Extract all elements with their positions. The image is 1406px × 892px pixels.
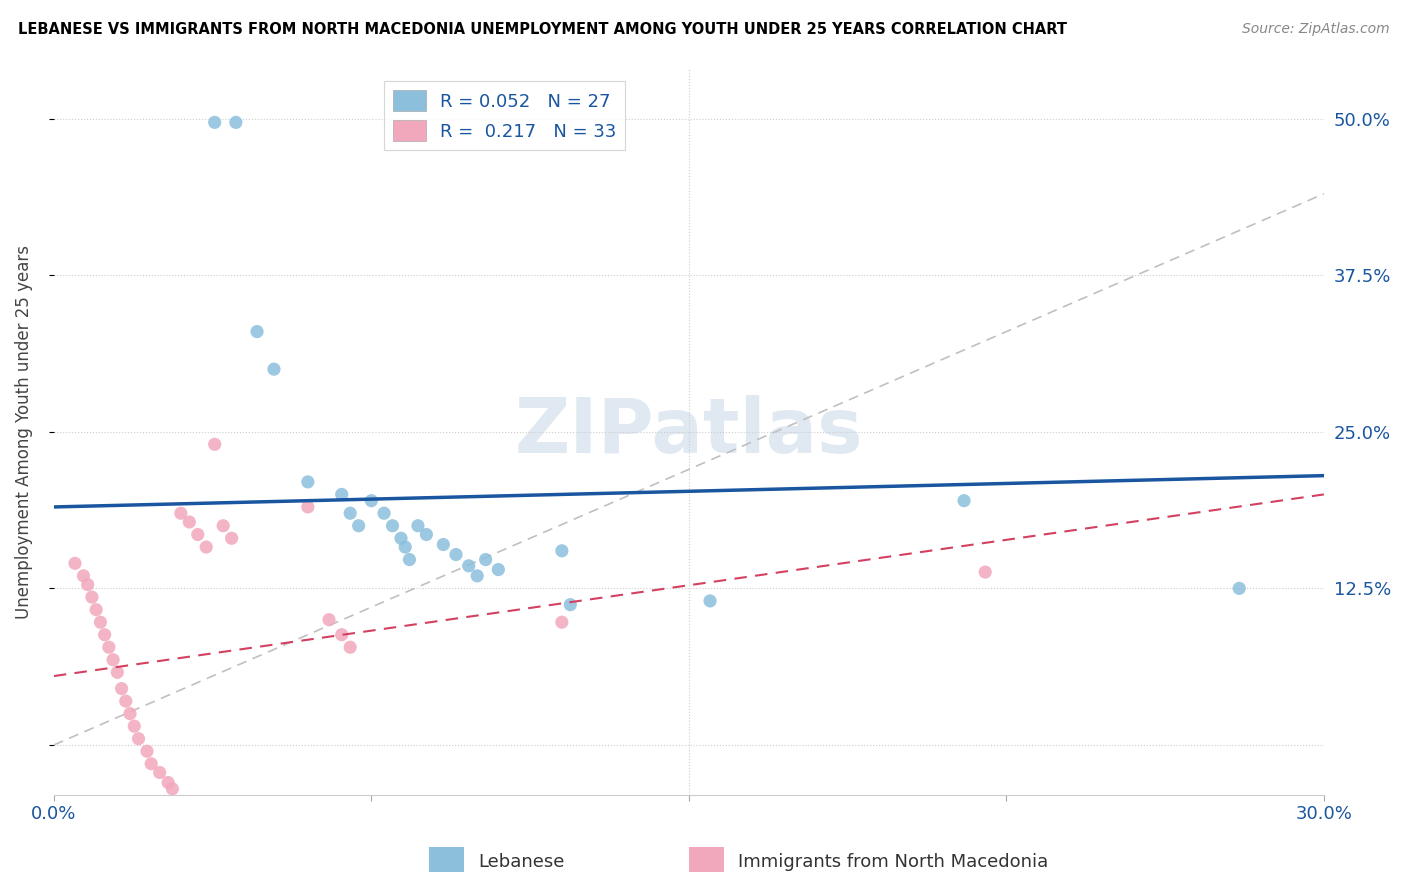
Point: [105, 665, 128, 680]
Point: [187, 527, 209, 541]
Point: [297, 500, 319, 514]
Point: [170, 506, 193, 520]
Point: [93, 628, 115, 642]
Point: [551, 615, 574, 630]
Point: [128, 731, 150, 746]
Point: [84, 602, 107, 616]
Point: [76, 577, 98, 591]
Point: [225, 115, 247, 129]
Point: [381, 518, 404, 533]
Text: Immigrants from North Macedonia: Immigrants from North Macedonia: [738, 853, 1049, 871]
Point: [318, 613, 340, 627]
Point: [486, 563, 509, 577]
Point: [465, 569, 488, 583]
Point: [89, 615, 111, 630]
Point: [551, 543, 574, 558]
Point: [221, 531, 243, 545]
Point: [212, 518, 235, 533]
Point: [457, 558, 479, 573]
Point: [394, 540, 416, 554]
Point: [474, 552, 496, 566]
Point: [330, 628, 353, 642]
Point: [114, 694, 136, 708]
Point: [72, 569, 94, 583]
Text: LEBANESE VS IMMIGRANTS FROM NORTH MACEDONIA UNEMPLOYMENT AMONG YOUTH UNDER 25 YE: LEBANESE VS IMMIGRANTS FROM NORTH MACEDO…: [18, 22, 1067, 37]
Point: [63, 557, 86, 571]
Text: ZIPatlas: ZIPatlas: [515, 395, 863, 469]
Point: [297, 475, 319, 489]
Point: [157, 775, 180, 789]
Text: Source: ZipAtlas.com: Source: ZipAtlas.com: [1241, 22, 1389, 37]
Point: [80, 590, 103, 604]
Point: [560, 598, 582, 612]
Point: [118, 706, 141, 721]
Point: [263, 362, 285, 376]
Point: [373, 506, 395, 520]
Point: [101, 653, 124, 667]
Point: [699, 594, 721, 608]
Point: [141, 756, 163, 771]
Point: [339, 506, 361, 520]
Point: [204, 437, 226, 451]
Point: [179, 515, 201, 529]
Point: [97, 640, 120, 655]
Point: [347, 518, 370, 533]
Point: [330, 487, 353, 501]
Point: [360, 493, 382, 508]
Point: [974, 565, 997, 579]
Point: [122, 719, 145, 733]
Point: [444, 548, 467, 562]
Point: [162, 781, 184, 796]
Point: [415, 527, 437, 541]
Text: Lebanese: Lebanese: [478, 853, 564, 871]
Point: [136, 744, 159, 758]
Point: [195, 540, 218, 554]
Point: [398, 552, 420, 566]
Point: [406, 518, 429, 533]
Point: [953, 493, 976, 508]
Point: [339, 640, 361, 655]
Point: [246, 325, 269, 339]
Y-axis label: Unemployment Among Youth under 25 years: Unemployment Among Youth under 25 years: [15, 244, 32, 619]
Point: [432, 537, 454, 551]
Point: [204, 115, 226, 129]
Point: [110, 681, 132, 696]
Point: [149, 765, 172, 780]
Point: [1227, 582, 1250, 596]
Point: [389, 531, 412, 545]
Legend: R = 0.052   N = 27, R =  0.217   N = 33: R = 0.052 N = 27, R = 0.217 N = 33: [384, 81, 626, 150]
